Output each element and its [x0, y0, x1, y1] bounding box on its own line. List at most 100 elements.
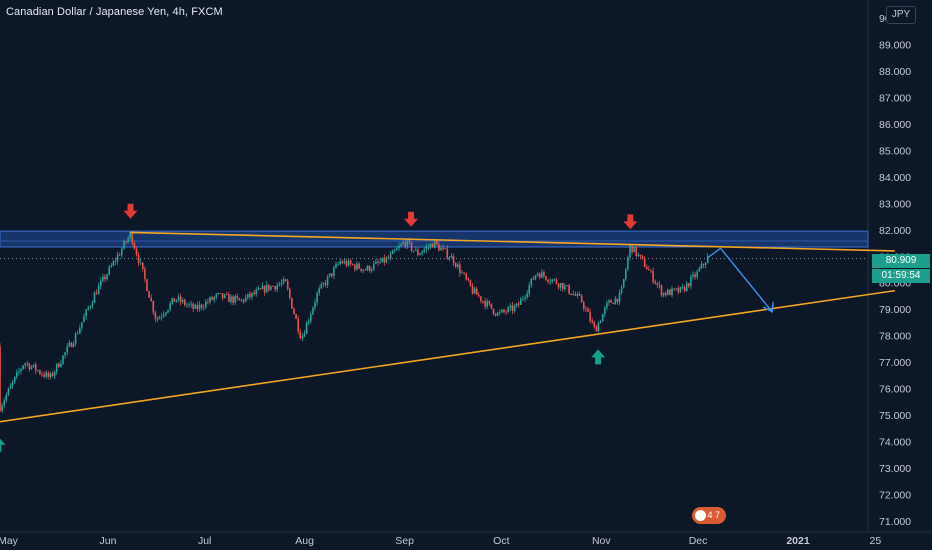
candle-body — [326, 276, 329, 285]
candle-body — [650, 270, 652, 272]
y-tick-label: 72.000 — [879, 490, 911, 502]
candle-body — [127, 237, 129, 243]
candle-body — [469, 279, 472, 287]
candle-body — [570, 293, 572, 295]
candle-body — [427, 246, 430, 248]
candle-body — [612, 302, 614, 305]
candle-body — [503, 309, 505, 312]
candle-body — [289, 289, 291, 298]
y-tick-label: 89.000 — [879, 39, 911, 51]
candle-body — [574, 294, 577, 296]
candle-body — [368, 265, 371, 271]
candle-body — [118, 254, 121, 256]
candle-body — [37, 370, 39, 372]
candle-body — [34, 364, 37, 371]
candle-body — [11, 381, 14, 386]
candle-body — [3, 400, 5, 406]
candle-body — [83, 316, 85, 323]
candle-body — [706, 255, 709, 264]
candle-body — [91, 302, 94, 307]
candle-body — [685, 283, 688, 291]
candle-body — [335, 264, 337, 268]
currency-button[interactable]: JPY — [886, 6, 916, 24]
candle-body — [68, 342, 71, 347]
candle-body — [646, 267, 648, 270]
candle-body — [116, 254, 119, 262]
candle-body — [431, 243, 434, 248]
candle-body — [43, 374, 45, 377]
candle-body — [280, 282, 283, 285]
candle-body — [515, 303, 518, 306]
countdown-tag: 01:59:54 — [872, 269, 930, 283]
candle-body — [299, 331, 302, 339]
candle-body — [278, 284, 281, 286]
candle-body — [484, 301, 486, 307]
candle-body — [331, 273, 333, 276]
candle-body — [667, 289, 669, 296]
candle-body — [366, 265, 369, 271]
candle-body — [541, 272, 543, 278]
candle-body — [658, 284, 661, 286]
candle-body — [45, 372, 47, 377]
candle-body — [209, 297, 211, 303]
candle-body — [95, 292, 98, 295]
candle-body — [467, 278, 470, 280]
candle-body — [509, 305, 512, 308]
candle-body — [635, 246, 638, 256]
candle-body — [419, 253, 421, 256]
candle-body — [457, 264, 459, 267]
events-badge[interactable]: 4 7 — [692, 507, 726, 524]
candle-body — [488, 301, 491, 304]
candle-body — [316, 293, 318, 303]
candle-body — [387, 257, 390, 259]
candle-body — [305, 322, 308, 334]
candle-body — [18, 371, 20, 373]
candle-body — [144, 268, 146, 280]
candle-body — [568, 285, 570, 294]
candle-body — [356, 263, 358, 270]
candle-body — [530, 278, 533, 286]
candle-body — [62, 355, 64, 364]
candle-body — [433, 241, 436, 248]
candle-body — [507, 307, 509, 313]
candle-body — [22, 365, 24, 370]
candle-body — [394, 250, 396, 251]
candle-body — [221, 293, 224, 299]
candle-body — [402, 242, 404, 244]
candle-body — [601, 314, 604, 322]
candle-body — [501, 309, 503, 312]
candle-body — [671, 288, 673, 296]
y-tick-label: 73.000 — [879, 463, 911, 475]
event-icon — [695, 510, 706, 521]
candle-body — [559, 283, 562, 288]
candle-body — [524, 297, 526, 299]
chart-title: Canadian Dollar / Japanese Yen, 4h, FXCM — [6, 6, 223, 18]
candle-body — [70, 342, 73, 347]
candle-body — [236, 296, 239, 299]
candle-body — [622, 279, 625, 288]
candle-body — [681, 286, 684, 288]
projection-leg-1 — [707, 247, 722, 259]
candle-body — [511, 305, 514, 311]
candle-body — [452, 255, 455, 264]
candle-body — [72, 343, 75, 347]
candle-body — [131, 232, 134, 244]
candle-body — [425, 246, 428, 250]
candle-body — [230, 296, 232, 302]
candle-body — [597, 322, 600, 332]
candle-body — [505, 311, 507, 313]
candle-body — [648, 269, 650, 271]
candle-body — [589, 311, 591, 321]
candle-body — [318, 288, 320, 294]
candle-body — [673, 288, 675, 290]
candle-body — [186, 304, 188, 306]
candle-body — [604, 307, 606, 315]
candle-body — [234, 296, 236, 303]
lower-trendline — [0, 289, 895, 423]
projection-arrowhead — [762, 301, 774, 313]
candle-body — [517, 303, 520, 305]
candle-body — [81, 322, 83, 328]
candle-body — [391, 250, 394, 255]
candle-body — [379, 262, 381, 263]
